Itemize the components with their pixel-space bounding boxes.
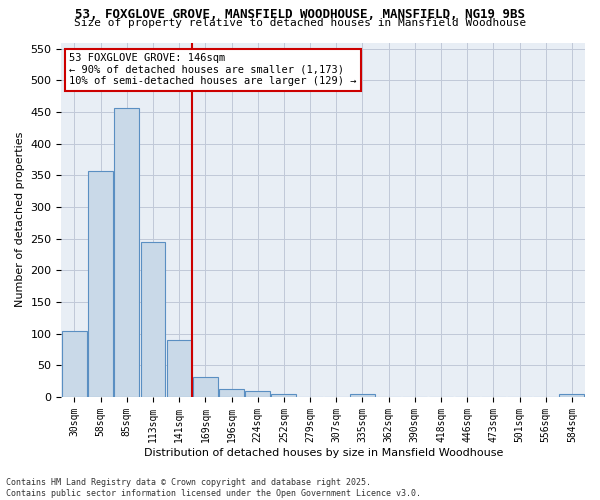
Bar — [62, 331, 87, 397]
Bar — [88, 171, 113, 397]
Bar — [140, 242, 166, 397]
Text: Contains HM Land Registry data © Crown copyright and database right 2025.
Contai: Contains HM Land Registry data © Crown c… — [6, 478, 421, 498]
Bar — [219, 388, 244, 397]
Bar — [559, 394, 584, 397]
Y-axis label: Number of detached properties: Number of detached properties — [15, 132, 25, 308]
Bar — [193, 378, 218, 397]
Text: 53 FOXGLOVE GROVE: 146sqm
← 90% of detached houses are smaller (1,173)
10% of se: 53 FOXGLOVE GROVE: 146sqm ← 90% of detac… — [69, 53, 357, 86]
Bar — [350, 394, 375, 397]
X-axis label: Distribution of detached houses by size in Mansfield Woodhouse: Distribution of detached houses by size … — [143, 448, 503, 458]
Bar — [271, 394, 296, 397]
Bar — [167, 340, 191, 397]
Bar — [115, 108, 139, 397]
Text: 53, FOXGLOVE GROVE, MANSFIELD WOODHOUSE, MANSFIELD, NG19 9BS: 53, FOXGLOVE GROVE, MANSFIELD WOODHOUSE,… — [75, 8, 525, 20]
Text: Size of property relative to detached houses in Mansfield Woodhouse: Size of property relative to detached ho… — [74, 18, 526, 28]
Bar — [245, 392, 270, 397]
